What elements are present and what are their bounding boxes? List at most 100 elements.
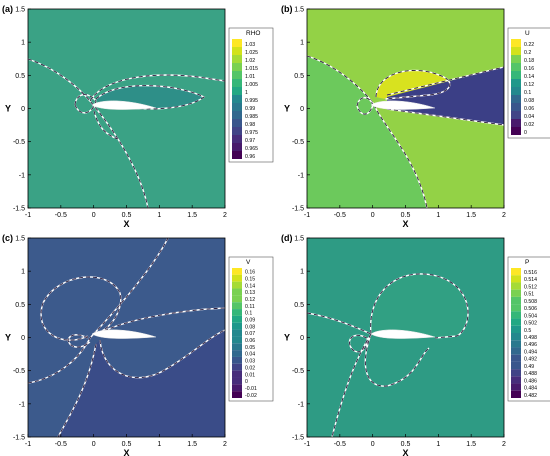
y-tick-label: 0.5: [294, 73, 304, 80]
airfoil: [91, 100, 157, 110]
legend-level-label: 0.484: [524, 386, 537, 392]
legend-swatch: [511, 383, 521, 391]
legend-level-label: 0.16: [245, 270, 255, 276]
legend-level-label: 0.1: [524, 90, 531, 96]
legend-level-label: 0.98: [245, 122, 255, 128]
legend-level-label: 0.2: [524, 50, 531, 56]
legend-swatch: [232, 370, 242, 378]
legend-swatch: [232, 135, 242, 143]
contour-line: [306, 55, 428, 209]
contour-line: [349, 334, 368, 353]
x-tick-label: 1: [157, 441, 161, 448]
legend-level-label: 0.504: [524, 313, 537, 319]
contour-line: [306, 312, 372, 335]
legend-swatch: [232, 111, 242, 119]
legend-level-label: 0.09: [245, 318, 255, 324]
legend-level-label: 0.965: [245, 146, 258, 152]
x-tick-label: -0.5: [55, 212, 67, 219]
legend-swatch: [232, 55, 242, 63]
legend-swatch: [511, 275, 521, 283]
y-tick-label: 0.5: [15, 302, 25, 309]
legend-swatch: [511, 369, 521, 377]
legend-swatch: [511, 304, 521, 312]
contour-line: [375, 69, 451, 100]
legend-level-label: 0.12: [245, 297, 255, 303]
legend-level-label: 0: [245, 379, 248, 385]
y-tick-label: 0.5: [15, 73, 25, 80]
legend-swatch: [232, 281, 242, 289]
contour-line: [40, 276, 122, 341]
legend-swatch: [511, 103, 521, 111]
legend-level-label: 0.51: [524, 292, 534, 298]
plot-area: -1 -0.5 0 0.5 1 1.5 2-1.5-1-0.500.511.5XY: [284, 7, 506, 230]
legend-swatch: [511, 325, 521, 333]
legend-level-label: 0: [524, 130, 527, 136]
x-tick-label: 0: [371, 441, 375, 448]
legend-level-label: 1: [245, 90, 248, 96]
legend-level-label: 0.488: [524, 371, 537, 377]
legend-swatch: [511, 71, 521, 79]
x-axis-label: X: [123, 448, 129, 456]
y-tick-label: 0: [21, 106, 25, 113]
contour-line: [57, 343, 97, 438]
contour-line: [97, 307, 226, 335]
legend-level-label: 0.49: [524, 364, 534, 370]
legend-level-label: 0.16: [524, 66, 534, 72]
legend-level-label: 0.15: [245, 276, 255, 282]
panel-label: (c): [2, 233, 13, 243]
legend-level-label: -0.01: [245, 386, 257, 392]
legend-swatch: [511, 87, 521, 95]
legend-title: V: [246, 259, 251, 266]
x-tick-label: 0: [92, 212, 96, 219]
chart-panel-3: (c)-1 -0.5 0 0.5 1 1.5 2-1.5-1-0.500.511.5XYV0…: [2, 233, 274, 456]
y-tick-label: 1.5: [294, 7, 304, 14]
legend-swatch: [511, 354, 521, 362]
y-tick-label: 1: [21, 269, 25, 276]
legend-level-label: 0.512: [524, 284, 537, 290]
legend-title: U: [525, 30, 530, 37]
legend-level-label: 0.508: [524, 299, 537, 305]
x-tick-label: -0.5: [55, 441, 67, 448]
airfoil: [370, 100, 436, 110]
x-tick-label: 1.5: [466, 212, 476, 219]
legend-level-label: 0.482: [524, 393, 537, 399]
legend-level-label: 0.01: [245, 372, 255, 378]
chart-panel-1: (a)-1 -0.5 0 0.5 1 1.5 2-1.5-1-0.500.511.5XYRH…: [2, 4, 274, 229]
field-region: [387, 67, 504, 125]
x-tick-label: 1: [436, 212, 440, 219]
legend-level-label: 0.14: [245, 283, 255, 289]
legend-level-label: 0.18: [524, 58, 534, 64]
contour-line: [89, 74, 226, 102]
legend-level-label: 0.05: [245, 345, 255, 351]
legend-level-label: 1.03: [245, 42, 255, 48]
legend-swatch: [511, 361, 521, 370]
contour-line: [331, 333, 372, 438]
x-tick-label: -1: [304, 212, 310, 219]
y-tick-label: -0.5: [292, 139, 304, 146]
legend-swatch: [232, 268, 242, 275]
contour-line: [99, 329, 226, 379]
legend-level-label: 0.99: [245, 106, 255, 112]
legend-swatch: [232, 391, 242, 398]
y-tick-label: 0: [300, 335, 304, 342]
legend-level-label: 0.496: [524, 342, 537, 348]
legend-level-label: 0.13: [245, 290, 255, 296]
x-tick-label: 2: [502, 441, 506, 448]
field-region: [370, 273, 469, 338]
panel-label: (d): [281, 233, 293, 243]
legend-level-label: 0.97: [245, 138, 255, 144]
legend-swatch: [232, 377, 242, 385]
legend-swatch: [511, 111, 521, 119]
legend-swatch: [511, 340, 521, 348]
contour-line: [364, 333, 430, 387]
y-axis-label: Y: [5, 104, 11, 114]
y-tick-label: -1: [19, 401, 25, 408]
legend-swatch: [232, 295, 242, 303]
y-tick-label: -0.5: [292, 368, 304, 375]
legend-swatch: [232, 63, 242, 71]
x-tick-label: 1.5: [187, 212, 197, 219]
legend-swatch: [232, 322, 242, 330]
legend-swatch: [511, 376, 521, 384]
x-tick-label: 1.5: [187, 441, 197, 448]
legend-swatch: [511, 63, 521, 71]
